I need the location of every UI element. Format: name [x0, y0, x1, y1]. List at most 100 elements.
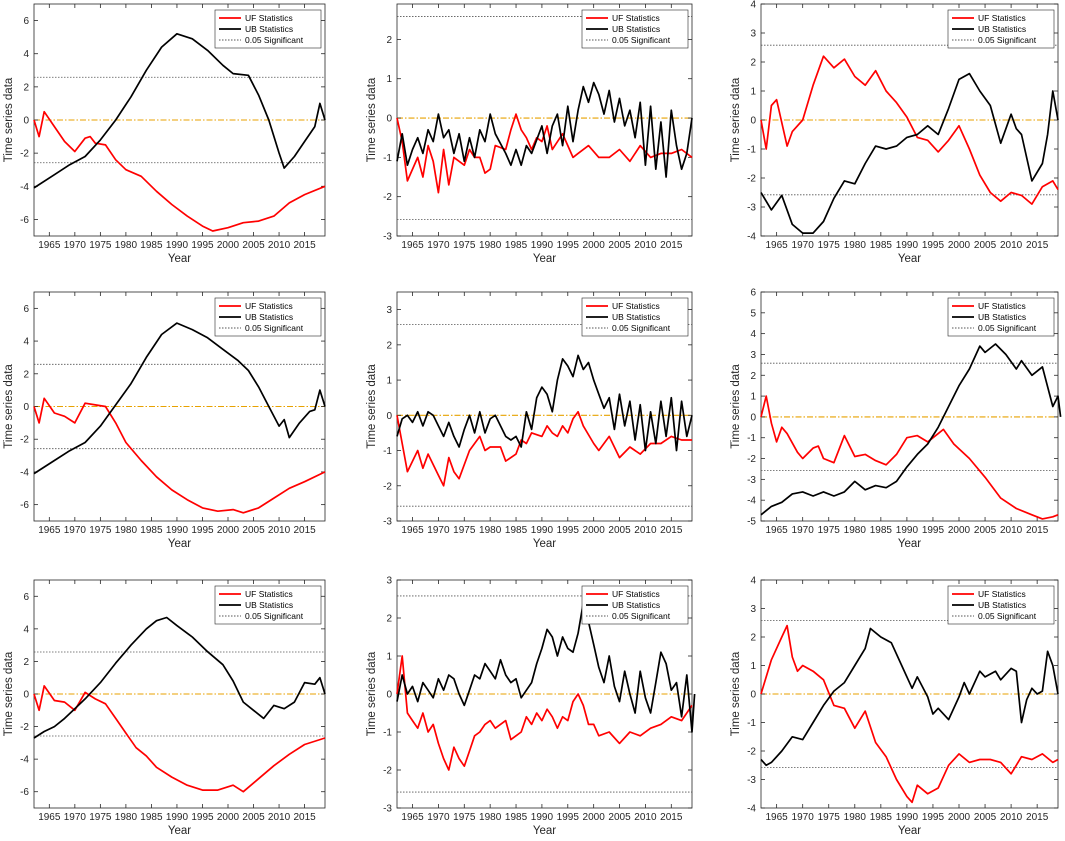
x-tick-label: 1985	[505, 240, 528, 251]
y-tick-label: 0	[23, 402, 29, 413]
x-tick-label: 1965	[401, 812, 424, 823]
x-tick-label: 1980	[115, 812, 138, 823]
x-tick-label: 2010	[268, 525, 291, 536]
y-tick-label: -1	[383, 153, 392, 164]
x-tick-label: 1970	[64, 240, 87, 251]
x-tick-label: 1975	[453, 525, 476, 536]
y-tick-label: -2	[747, 747, 756, 758]
x-tick-label: 1965	[38, 812, 61, 823]
y-tick-label: 6	[23, 304, 29, 315]
x-tick-label: 1970	[64, 812, 87, 823]
y-tick-label: -6	[20, 500, 29, 511]
uf-statistics-line	[760, 395, 1059, 520]
x-tick-label: 1965	[38, 240, 61, 251]
ub-statistics-line	[760, 627, 1059, 767]
y-tick-label: -1	[747, 718, 756, 729]
x-tick-label: 1995	[557, 812, 580, 823]
uf-statistics-line	[33, 110, 326, 232]
y-tick-label: 3	[386, 305, 392, 316]
x-tick-label: 1985	[870, 812, 893, 823]
y-tick-label: 0	[386, 690, 392, 701]
y-tick-label: 3	[386, 576, 392, 587]
x-tick-label: 1995	[922, 525, 945, 536]
x-tick-label: 1980	[115, 525, 138, 536]
y-axis-label: Time series data	[366, 364, 378, 449]
x-tick-label: 1970	[427, 240, 450, 251]
x-tick-label: 1980	[479, 812, 502, 823]
legend-label-ub: UB Statistics	[612, 600, 660, 610]
y-tick-label: 4	[23, 49, 29, 60]
y-axis-label: Time series data	[730, 364, 742, 449]
chart-panel-7: 1965 1970 1975 1980 1985 1990 1995 2000 2005 2010…	[3, 579, 326, 837]
x-tick-label: 1975	[818, 525, 841, 536]
legend-label-uf: UF Statistics	[978, 301, 1026, 311]
chart-panel-5: 1965 1970 1975 1980 1985 1990 1995 2000 2005 2010…	[366, 291, 693, 550]
y-tick-label: 4	[750, 576, 756, 587]
ub-statistics-line	[396, 601, 696, 733]
x-tick-label: 2000	[217, 525, 240, 536]
y-tick-label: -6	[20, 787, 29, 798]
y-tick-label: -4	[747, 232, 756, 243]
x-tick-label: 1990	[896, 812, 919, 823]
y-tick-label: -1	[383, 446, 392, 457]
ub-statistics-line	[33, 322, 326, 475]
legend-label-uf: UF Statistics	[245, 13, 293, 23]
x-tick-label: 1990	[896, 525, 919, 536]
x-tick-label: 2000	[217, 812, 240, 823]
x-tick-label: 1975	[89, 812, 112, 823]
y-tick-label: -4	[747, 496, 756, 507]
chart-panel-4: 1965 1970 1975 1980 1985 1990 1995 2000 2005 2010…	[3, 291, 326, 550]
x-tick-label: 2015	[1026, 240, 1049, 251]
legend-label-uf: UF Statistics	[612, 13, 660, 23]
y-tick-label: -6	[20, 215, 29, 226]
chart-panel-2: 1965 1970 1975 1980 1985 1990 1995 2000 2005 2010…	[366, 3, 693, 265]
y-tick-label: 6	[23, 592, 29, 603]
legend-label-ub: UB Statistics	[245, 24, 293, 34]
y-tick-label: -3	[747, 775, 756, 786]
x-tick-label: 1980	[844, 812, 867, 823]
x-tick-label: 1975	[453, 240, 476, 251]
x-tick-label: 1990	[896, 240, 919, 251]
y-tick-label: 0	[386, 114, 392, 125]
chart-panel-1: 1965 1970 1975 1980 1985 1990 1995 2000 2005 2010…	[3, 3, 326, 265]
x-axis-label: Year	[898, 253, 921, 265]
y-axis-label: Time series data	[3, 651, 15, 736]
y-tick-label: -3	[383, 232, 392, 243]
y-tick-label: -5	[747, 517, 756, 528]
x-axis-label: Year	[533, 538, 556, 550]
legend-label-ub: UB Statistics	[978, 24, 1026, 34]
y-tick-label: -2	[383, 192, 392, 203]
y-tick-label: -1	[747, 433, 756, 444]
y-tick-label: -3	[747, 475, 756, 486]
y-tick-label: -2	[383, 766, 392, 777]
x-tick-label: 1990	[166, 812, 189, 823]
x-tick-label: 2000	[217, 240, 240, 251]
y-axis-label: Time series data	[366, 77, 378, 162]
y-tick-label: -2	[20, 722, 29, 733]
y-tick-label: -4	[20, 755, 29, 766]
x-tick-label: 2010	[1000, 525, 1023, 536]
legend-label-sig: 0.05 Significant	[245, 323, 304, 333]
x-tick-label: 1990	[531, 525, 554, 536]
y-tick-label: 4	[750, 329, 756, 340]
x-tick-label: 1995	[557, 525, 580, 536]
y-tick-label: 0	[750, 116, 756, 127]
x-tick-label: 2015	[293, 812, 316, 823]
x-tick-label: 1990	[531, 240, 554, 251]
y-tick-label: 4	[23, 337, 29, 348]
x-axis-label: Year	[168, 538, 191, 550]
ub-statistics-line	[33, 32, 326, 189]
x-tick-label: 2000	[948, 812, 971, 823]
x-tick-label: 1965	[766, 812, 789, 823]
y-tick-label: 6	[23, 16, 29, 27]
y-tick-label: -1	[383, 728, 392, 739]
y-tick-label: -2	[747, 174, 756, 185]
y-tick-label: 0	[23, 690, 29, 701]
x-tick-label: 1970	[427, 525, 450, 536]
y-tick-label: 2	[23, 369, 29, 380]
x-tick-label: 1990	[531, 812, 554, 823]
x-tick-label: 1965	[401, 525, 424, 536]
legend-label-uf: UF Statistics	[978, 589, 1026, 599]
